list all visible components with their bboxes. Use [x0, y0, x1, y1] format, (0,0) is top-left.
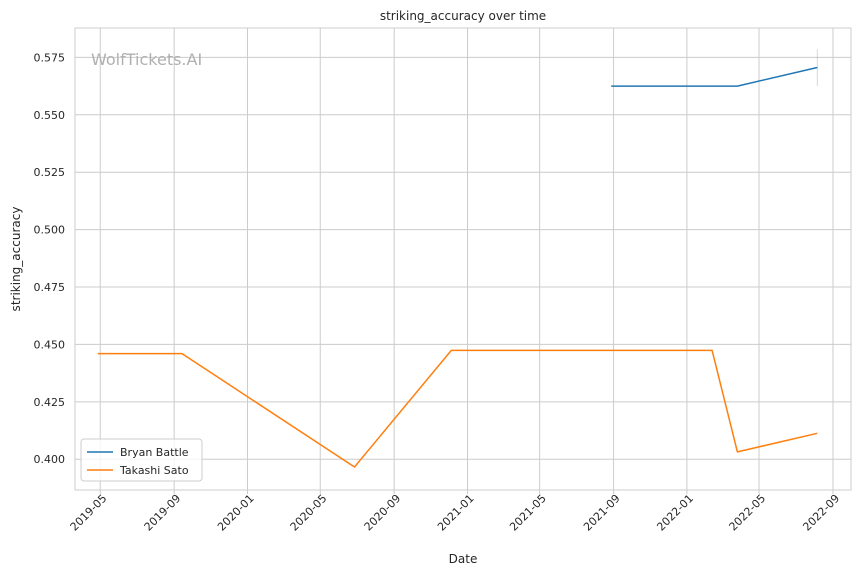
y-tick-label: 0.500: [34, 224, 66, 237]
x-tick-label: 2022-01: [654, 492, 696, 534]
x-tick-label: 2019-09: [142, 492, 184, 534]
legend-label-takashi-sato: Takashi Sato: [119, 464, 189, 477]
y-tick-label: 0.450: [34, 338, 66, 351]
x-axis-title: Date: [449, 552, 478, 566]
y-tick-label: 0.550: [34, 109, 66, 122]
x-tick-label: 2019-05: [68, 492, 110, 534]
plot-frame: [74, 27, 852, 491]
watermark-text: WolfTickets.AI: [91, 50, 202, 69]
legend: Bryan Battle Takashi Sato: [80, 438, 203, 482]
plot-area: [75, 28, 851, 490]
y-axis-ticks: 0.400 0.425 0.450 0.475 0.500 0.525 0.550 0.575: [34, 51, 66, 466]
y-tick-label: 0.425: [34, 396, 66, 409]
gridlines: [75, 28, 851, 490]
series-line-takashi-sato: [97, 349, 818, 468]
series-layer: [97, 49, 818, 468]
y-tick-label: 0.400: [34, 453, 66, 466]
x-tick-label: 2021-09: [581, 492, 623, 534]
x-tick-label: 2021-05: [507, 492, 549, 534]
y-axis-title: striking_accuracy: [9, 207, 23, 312]
x-tick-label: 2020-05: [288, 492, 330, 534]
series-line-bryan-battle: [611, 66, 818, 87]
x-tick-label: 2022-09: [800, 492, 842, 534]
y-tick-label: 0.475: [34, 281, 66, 294]
y-tick-label: 0.525: [34, 166, 66, 179]
x-axis-ticks: 2019-05 2019-09 2020-01 2020-05 2020-09 2021-…: [68, 490, 842, 534]
y-tick-label: 0.575: [34, 51, 66, 64]
x-tick-label: 2020-01: [215, 492, 257, 534]
chart-title: striking_accuracy over time: [380, 9, 546, 23]
legend-label-bryan-battle: Bryan Battle: [120, 446, 189, 459]
x-tick-label: 2020-09: [362, 492, 404, 534]
x-tick-label: 2022-05: [727, 492, 769, 534]
x-tick-label: 2021-01: [435, 492, 477, 534]
